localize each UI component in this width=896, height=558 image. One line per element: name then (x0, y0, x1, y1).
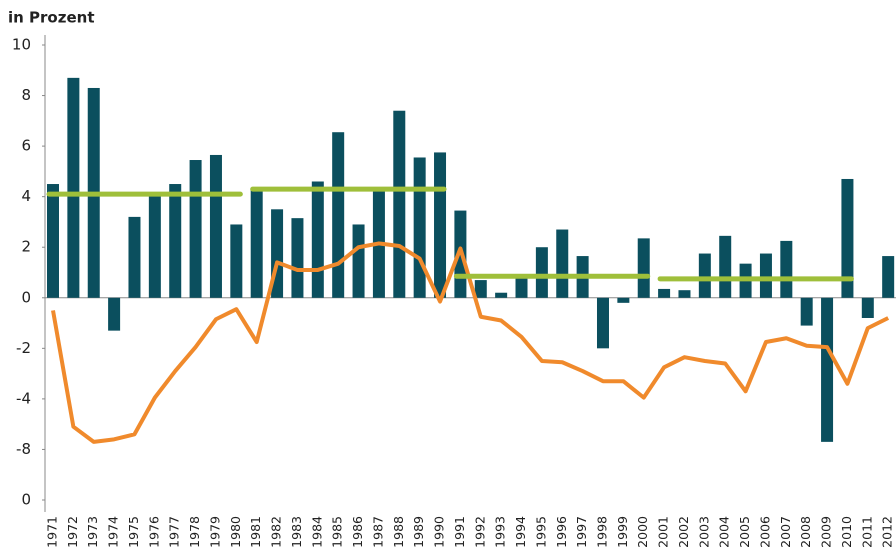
x-tick-label: 2002 (676, 516, 691, 548)
bar (209, 154, 222, 298)
x-tick-label: 1985 (330, 516, 345, 548)
y-tick-label: 8 (21, 86, 31, 104)
x-tick-label: 1977 (167, 516, 182, 548)
x-tick-label: 2005 (737, 516, 752, 548)
x-tick-label: 2008 (798, 516, 813, 548)
x-tick-label: 1976 (146, 516, 161, 548)
x-tick-label: 2006 (757, 516, 772, 548)
bar (800, 297, 813, 326)
bar (352, 224, 365, 298)
y-tick-label: 0 (21, 288, 31, 306)
bar (556, 229, 569, 298)
x-tick-label: 1988 (391, 516, 406, 548)
bar (148, 194, 161, 298)
bar (189, 160, 202, 298)
bar (596, 297, 609, 349)
bar (230, 224, 243, 298)
x-tick-label: 2010 (839, 516, 854, 548)
bar (434, 152, 447, 298)
x-tick-label: 1995 (533, 516, 548, 548)
bar (719, 235, 732, 298)
bar (759, 253, 772, 298)
x-tick-label: 1982 (269, 516, 284, 548)
y-tick-label: 6 (21, 137, 31, 155)
x-tick-label: 2012 (880, 516, 895, 548)
x-tick-label: 1979 (207, 516, 222, 548)
line (51, 241, 890, 444)
x-tick-label: 1993 (493, 516, 508, 548)
x-tick-label: 1984 (309, 516, 324, 548)
x-tick-label: 1989 (411, 516, 426, 548)
bar (841, 178, 854, 298)
x-tick-label: 1971 (45, 516, 60, 548)
x-tick-label: 1991 (452, 516, 467, 548)
bar (291, 218, 304, 298)
x-tick-label: 1972 (65, 516, 80, 548)
bar (393, 110, 406, 298)
bar (658, 288, 671, 298)
bar (169, 184, 182, 298)
y-tick-label: 10 (12, 36, 31, 54)
chart-title: in Prozent (8, 9, 95, 27)
y-tick-label: 0 (21, 491, 31, 509)
y-tick-label: -8 (16, 440, 31, 458)
y-tick-label: -4 (16, 389, 31, 407)
x-tick-label: 1990 (432, 516, 447, 548)
bar (861, 297, 874, 318)
x-tick-label: 1978 (187, 516, 202, 548)
y-tick-label: -2 (16, 339, 31, 357)
x-tick-label: 2004 (717, 516, 732, 548)
x-tick-label: 1983 (289, 516, 304, 548)
bar (698, 253, 711, 298)
bar (535, 247, 548, 298)
bar (637, 238, 650, 298)
x-tick-label: 2003 (696, 516, 711, 548)
y-tick-label: 4 (21, 187, 31, 205)
bar (250, 187, 263, 298)
x-tick-label: 1981 (248, 516, 263, 548)
bar (617, 297, 630, 303)
y-tick-label: 2 (21, 238, 31, 256)
x-tick-label: 1987 (370, 516, 385, 548)
x-tick-label: 2011 (859, 516, 874, 548)
bar (474, 280, 487, 298)
x-tick-label: 1998 (594, 516, 609, 548)
x-tick-label: 1994 (513, 516, 528, 548)
x-tick-label: 2007 (778, 516, 793, 548)
x-tick-label: 1974 (106, 516, 121, 548)
x-tick-label: 1986 (350, 516, 365, 548)
bar (780, 240, 793, 298)
bar (108, 297, 121, 331)
x-tick-label: 1992 (472, 516, 487, 548)
x-tick-label: 2009 (819, 516, 834, 548)
bar (882, 256, 895, 298)
x-tick-label: 1975 (126, 516, 141, 548)
bar (311, 181, 324, 298)
x-tick-label: 1980 (228, 516, 243, 548)
x-tick-label: 2000 (635, 516, 650, 548)
x-tick-label: 1996 (554, 516, 569, 548)
bar (678, 290, 691, 298)
bar (47, 184, 59, 298)
bar (332, 132, 345, 298)
bar (821, 297, 834, 442)
bar (128, 216, 141, 298)
bar (67, 77, 80, 298)
bar (515, 277, 528, 298)
x-tick-label: 1997 (574, 516, 589, 548)
x-tick-label: 1999 (615, 516, 630, 548)
x-tick-label: 2001 (656, 516, 671, 548)
bar (413, 157, 426, 298)
bar (495, 292, 508, 298)
x-tick-label: 1973 (85, 516, 100, 548)
